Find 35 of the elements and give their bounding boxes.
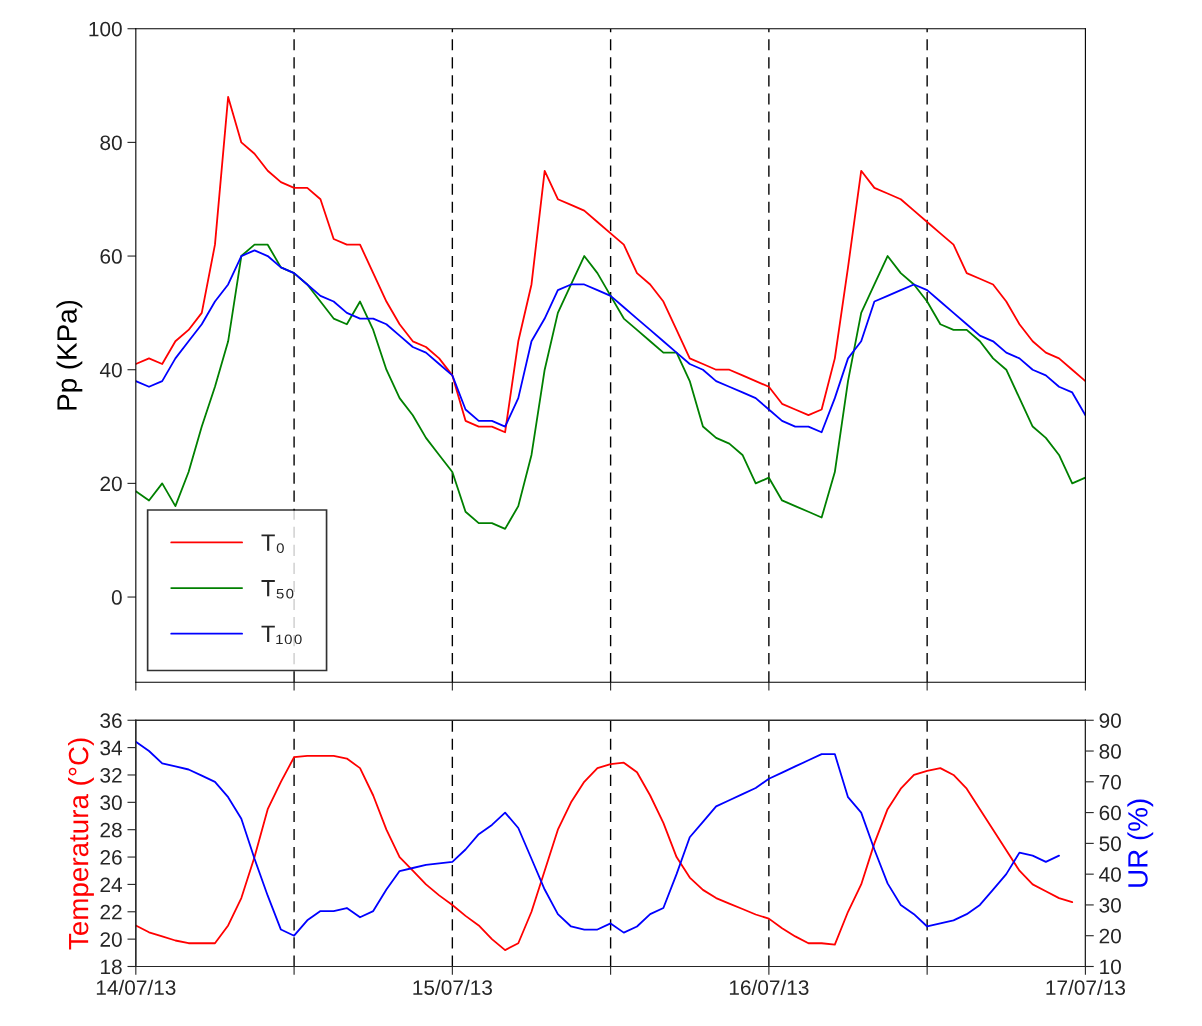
y-tick-label: 28 [100, 822, 122, 838]
y-tick-label: 32 [100, 767, 122, 783]
y-axis-title: Temperatura (°C) [68, 738, 94, 950]
legend-label: T₀ [261, 534, 284, 553]
y2-tick-label: 90 [1099, 713, 1121, 729]
y-tick-label: 20 [100, 476, 122, 492]
y2-axis-title: UR (%) [1127, 799, 1154, 887]
y2-tick-label: 40 [1099, 867, 1121, 882]
y-tick-label: 36 [100, 713, 122, 729]
y2-tick-label: 70 [1099, 774, 1121, 790]
x-tick-label: 16/07/13 [729, 979, 809, 995]
y-tick-label: 40 [99, 362, 122, 378]
y-tick-label: 26 [100, 850, 122, 865]
y-tick-label: 100 [89, 21, 122, 37]
legend-label: T₅₀ [261, 580, 294, 599]
y-tick-label: 80 [100, 135, 122, 151]
y-tick-label: 34 [100, 740, 123, 756]
y2-tick-label: 20 [1099, 928, 1121, 944]
legend-label: T₁₀₀ [261, 625, 302, 645]
y-tick-label: 20 [100, 932, 122, 947]
y-tick-label: 0 [111, 590, 122, 605]
y2-tick-label: 10 [1100, 959, 1121, 975]
y2-tick-label: 60 [1099, 805, 1121, 821]
y-tick-label: 18 [101, 959, 122, 975]
y2-tick-label: 50 [1099, 836, 1121, 852]
y-tick-label: 60 [100, 249, 122, 264]
y-tick-label: 24 [100, 877, 123, 892]
x-tick-label: 17/07/13 [1046, 979, 1126, 995]
y2-tick-label: 30 [1099, 897, 1121, 913]
y2-tick-label: 80 [1099, 744, 1121, 759]
x-tick-label: 14/07/13 [96, 979, 176, 995]
y-tick-label: 30 [100, 795, 122, 811]
y-axis-title: Pp (KPa) [56, 300, 83, 410]
x-tick-label: 15/07/13 [413, 979, 492, 995]
y-tick-label: 22 [100, 904, 122, 920]
